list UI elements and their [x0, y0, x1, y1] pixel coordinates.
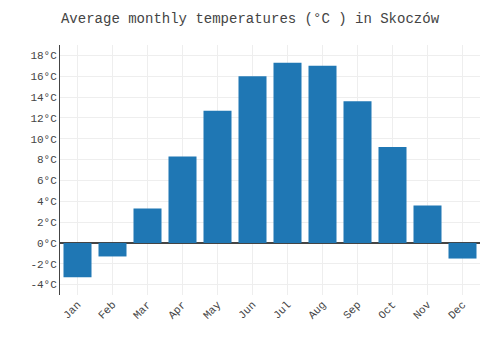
svg-text:10°C: 10°C	[30, 134, 57, 146]
svg-text:Oct: Oct	[376, 299, 398, 321]
svg-text:Jul: Jul	[271, 299, 293, 321]
svg-text:Sep: Sep	[341, 299, 363, 321]
svg-text:Jan: Jan	[61, 299, 83, 321]
svg-text:Aug: Aug	[306, 299, 328, 321]
svg-text:18°C: 18°C	[30, 50, 57, 62]
svg-text:Nov: Nov	[411, 299, 434, 322]
svg-text:12°C: 12°C	[30, 113, 57, 125]
svg-text:Apr: Apr	[166, 299, 188, 321]
svg-text:Average monthly temperatures (: Average monthly temperatures (°C ) in Sk…	[61, 11, 440, 27]
svg-text:-2°C: -2°C	[30, 259, 57, 271]
svg-text:Dec: Dec	[446, 299, 468, 321]
svg-text:16°C: 16°C	[30, 71, 57, 83]
svg-text:0°C: 0°C	[37, 238, 57, 250]
svg-text:May: May	[201, 299, 224, 322]
svg-text:Jun: Jun	[236, 299, 258, 321]
svg-text:-4°C: -4°C	[30, 279, 57, 291]
svg-text:14°C: 14°C	[30, 92, 57, 104]
svg-text:Mar: Mar	[131, 299, 153, 321]
svg-text:2°C: 2°C	[37, 217, 57, 229]
svg-text:6°C: 6°C	[37, 175, 57, 187]
svg-text:8°C: 8°C	[37, 154, 57, 166]
svg-text:Feb: Feb	[96, 299, 118, 321]
svg-text:4°C: 4°C	[37, 196, 57, 208]
